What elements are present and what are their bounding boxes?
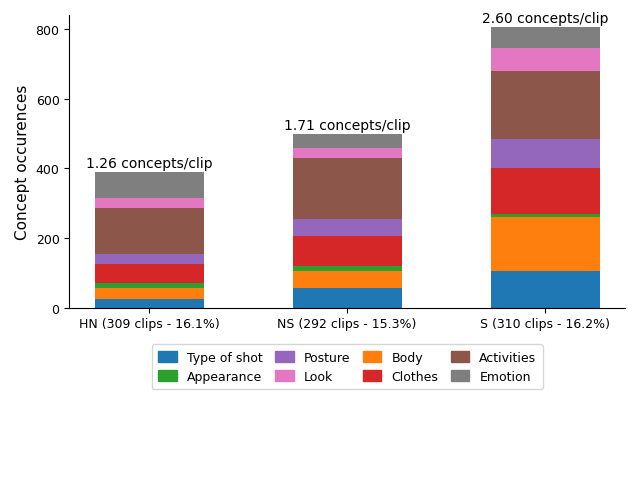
Bar [292,271,402,289]
Bar [491,140,600,169]
Text: 1.26 concepts/clip: 1.26 concepts/clip [86,157,212,170]
Bar [491,72,600,140]
Bar [292,134,402,148]
Bar [491,49,600,72]
Bar [95,209,204,254]
Bar [292,289,402,308]
Bar [292,220,402,237]
Bar [95,299,204,308]
Y-axis label: Concept occurences: Concept occurences [15,85,30,240]
Bar [292,159,402,220]
Bar [491,271,600,308]
Bar [292,237,402,266]
Bar [95,289,204,299]
Bar [95,199,204,209]
Bar [95,264,204,284]
Bar [95,284,204,289]
Bar [491,169,600,214]
Text: 1.71 concepts/clip: 1.71 concepts/clip [284,119,410,132]
Bar [95,173,204,199]
Bar [491,214,600,218]
Bar [292,266,402,271]
Legend: Type of shot, Appearance, Posture, Look, Body, Clothes, Activities, Emotion: Type of shot, Appearance, Posture, Look,… [152,345,543,389]
Bar [491,28,600,49]
Bar [95,254,204,264]
Bar [292,148,402,159]
Text: 2.60 concepts/clip: 2.60 concepts/clip [482,12,609,26]
Bar [491,218,600,271]
